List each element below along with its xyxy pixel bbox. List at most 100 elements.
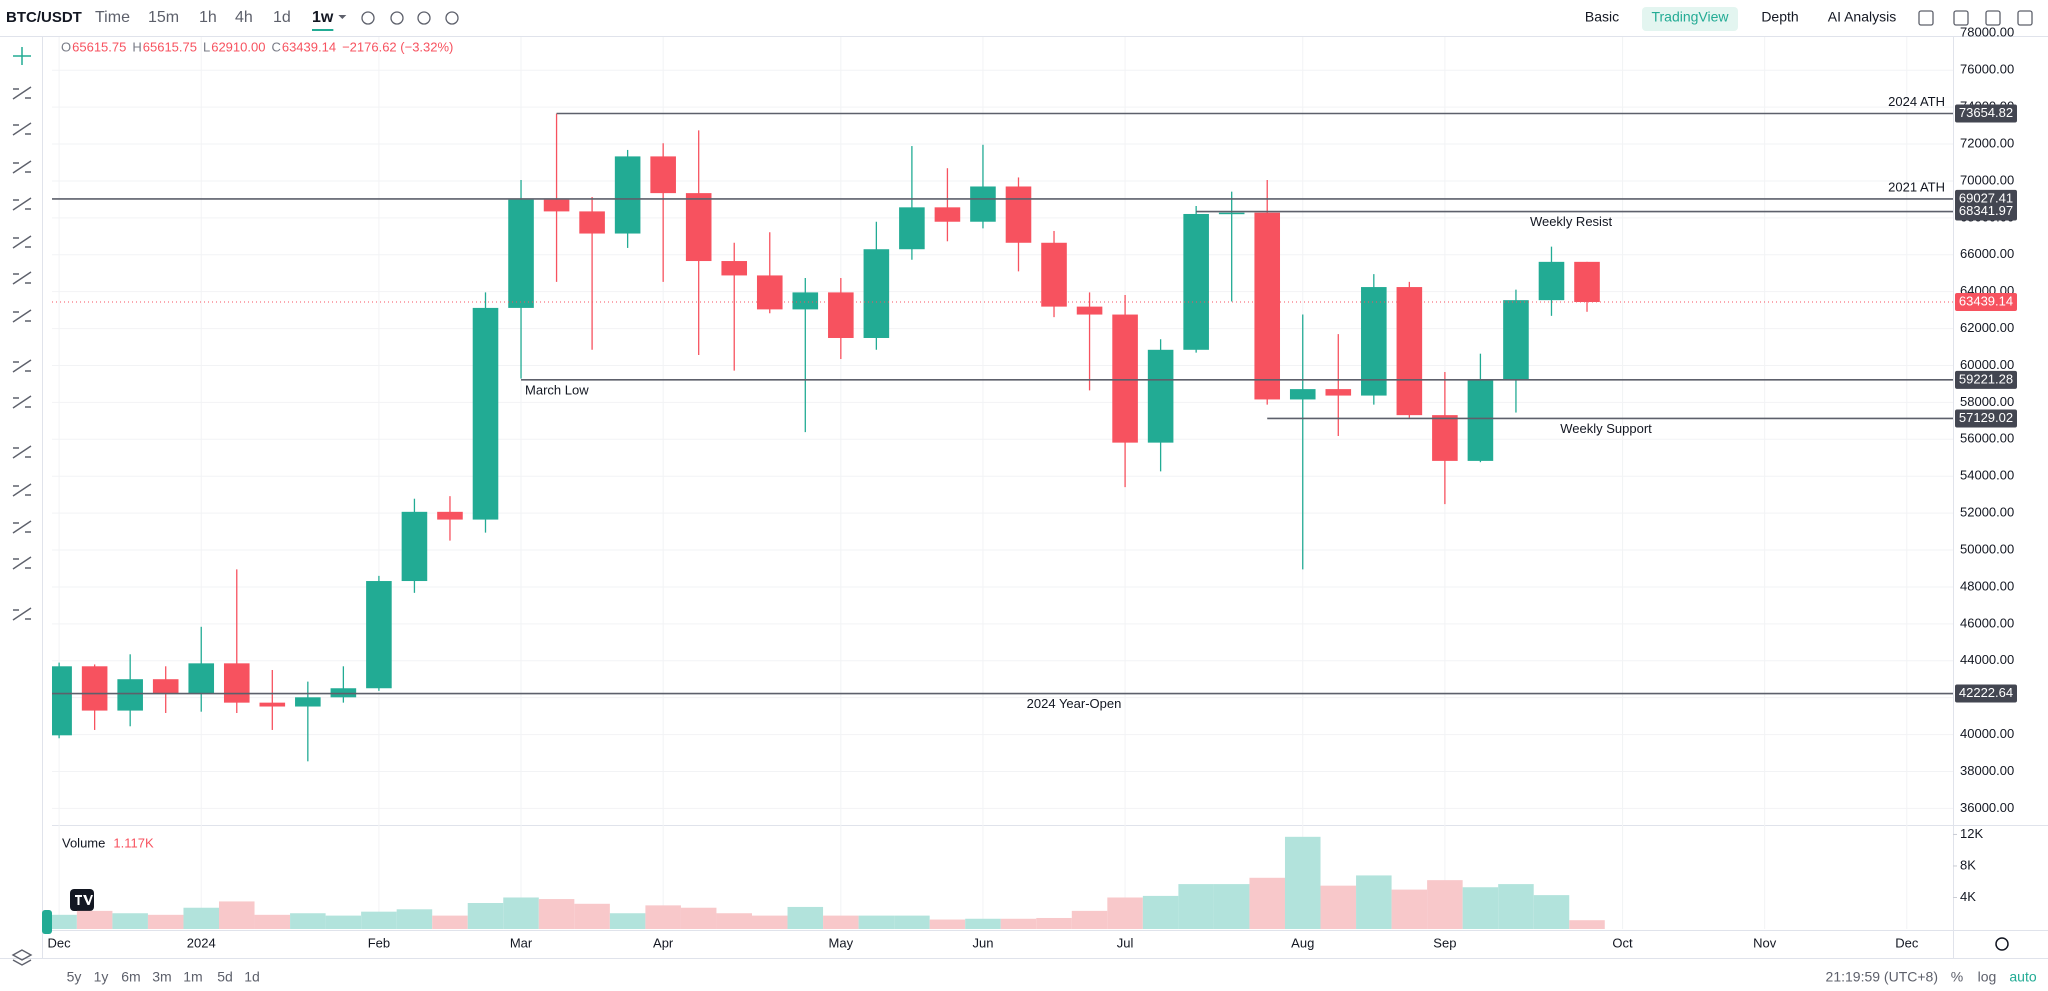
y-tick-label: 54000.00 xyxy=(1960,468,2014,483)
clock: 21:19:59 (UTC+8) xyxy=(1826,969,1938,985)
tool-icon[interactable] xyxy=(12,483,32,497)
layers-icon[interactable] xyxy=(11,949,33,966)
toolbar-icon[interactable] xyxy=(445,11,459,25)
scale-option[interactable]: auto xyxy=(2009,969,2036,985)
volume-bar xyxy=(965,918,1001,929)
volume-tick-label: 8K xyxy=(1960,857,1976,872)
candle-body xyxy=(366,581,392,689)
range-button[interactable]: 1m xyxy=(183,969,202,985)
candle-body xyxy=(437,511,463,520)
tool-icon[interactable] xyxy=(12,556,32,570)
y-tick-label: 60000.00 xyxy=(1960,357,2014,372)
x-tick-label: Dec xyxy=(1895,935,1919,950)
candle-body xyxy=(1538,261,1565,301)
tool-icon[interactable] xyxy=(12,520,32,534)
volume-bar xyxy=(361,911,397,929)
y-tick-label: 76000.00 xyxy=(1960,62,2014,77)
tool-icon[interactable] xyxy=(12,309,32,323)
price-tag xyxy=(1955,409,2017,428)
candle-body xyxy=(899,207,925,250)
ohlc-value: 65615.75 xyxy=(143,39,197,54)
view-button[interactable]: TradingView xyxy=(1651,9,1729,25)
collapse-tab[interactable] xyxy=(42,910,52,934)
tool-icon[interactable] xyxy=(12,160,32,174)
volume-bar xyxy=(1000,918,1037,929)
candle-body xyxy=(685,193,712,262)
candle-body xyxy=(401,511,428,582)
tool-icon[interactable] xyxy=(12,607,32,621)
range-button[interactable]: 3m xyxy=(152,969,171,985)
ohlc-value: 63439.14 xyxy=(282,39,336,54)
range-button[interactable]: 5d xyxy=(217,969,233,985)
view-button[interactable]: Depth xyxy=(1761,9,1798,25)
candle-body xyxy=(1041,242,1067,307)
range-button[interactable]: 5y xyxy=(67,969,82,985)
ohlc-change: −2176.62 (−3.32%) xyxy=(342,39,453,54)
interval-button[interactable]: 1d xyxy=(273,9,291,26)
range-button[interactable]: 1d xyxy=(244,969,260,985)
candle-body xyxy=(828,292,854,338)
candle-body xyxy=(650,156,676,194)
volume-tick-label: 4K xyxy=(1960,889,1976,904)
toolbar-icon[interactable] xyxy=(1985,10,2001,26)
y-tick-label: 78000.00 xyxy=(1960,25,2014,40)
ohlc-value: 65615.75 xyxy=(72,39,126,54)
volume-bar xyxy=(1249,877,1285,929)
y-tick-label: 72000.00 xyxy=(1960,135,2014,150)
x-tick-label: Jul xyxy=(1117,935,1134,950)
volume-bar xyxy=(1533,895,1570,929)
candle-body xyxy=(792,292,819,310)
tool-icon[interactable] xyxy=(12,359,32,373)
interval-button[interactable]: Time xyxy=(95,9,130,26)
candle-body xyxy=(259,702,286,707)
toolbar-icon[interactable] xyxy=(1918,10,1934,26)
view-button[interactable]: AI Analysis xyxy=(1828,9,1896,25)
tool-icon[interactable] xyxy=(12,197,32,211)
toolbar-icon[interactable] xyxy=(361,11,375,25)
range-button[interactable]: 1y xyxy=(94,969,109,985)
settings-icon[interactable] xyxy=(1995,937,2009,951)
y-tick-label: 56000.00 xyxy=(1960,431,2014,446)
volume-bar xyxy=(290,913,326,929)
toolbar-icon[interactable] xyxy=(390,11,404,25)
tool-icon[interactable] xyxy=(12,122,32,136)
tool-icon[interactable] xyxy=(13,47,31,65)
x-tick-label: Apr xyxy=(653,935,674,950)
toolbar-icon[interactable] xyxy=(417,11,431,25)
x-tick-label: Dec xyxy=(48,935,72,950)
toolbar-icon[interactable] xyxy=(2017,10,2033,26)
candle-body xyxy=(1112,314,1138,443)
x-tick-label: May xyxy=(829,935,854,950)
candle-body xyxy=(1289,389,1316,400)
x-tick-label: Oct xyxy=(1612,935,1633,950)
toolbar-icon[interactable] xyxy=(1953,10,1969,26)
scale-option[interactable]: log xyxy=(1978,969,1997,985)
interval-button[interactable]: 1h xyxy=(199,9,217,26)
interval-button[interactable]: 1w xyxy=(312,9,334,26)
tool-icon[interactable] xyxy=(12,235,32,249)
range-button[interactable]: 6m xyxy=(121,969,140,985)
volume-bar xyxy=(538,899,575,929)
tool-icon[interactable] xyxy=(12,86,32,100)
symbol[interactable]: BTC/USDT xyxy=(6,9,82,26)
price-tag-label: 63439.14 xyxy=(1959,293,2013,308)
candle-body xyxy=(579,211,605,234)
tool-icon[interactable] xyxy=(12,271,32,285)
view-button[interactable]: Basic xyxy=(1585,9,1619,25)
y-tick-label: 70000.00 xyxy=(1960,172,2014,187)
x-tick-label: Aug xyxy=(1291,935,1314,950)
price-tag-label: 57129.02 xyxy=(1959,410,2013,425)
candle-body xyxy=(1076,306,1103,315)
scale-option[interactable]: % xyxy=(1951,969,1963,985)
tool-icon[interactable] xyxy=(12,395,32,409)
volume-bar xyxy=(503,897,539,929)
volume-tick-label: 12K xyxy=(1960,826,1983,841)
tool-icon[interactable] xyxy=(12,445,32,459)
interval-button[interactable]: 4h xyxy=(235,9,253,26)
level-label: Weekly Resist xyxy=(1530,214,1613,229)
interval-button[interactable]: 15m xyxy=(148,9,179,26)
price-tag xyxy=(1955,202,2017,221)
candle-body xyxy=(1218,212,1245,215)
volume-legend-value: 1.117K xyxy=(113,835,154,850)
